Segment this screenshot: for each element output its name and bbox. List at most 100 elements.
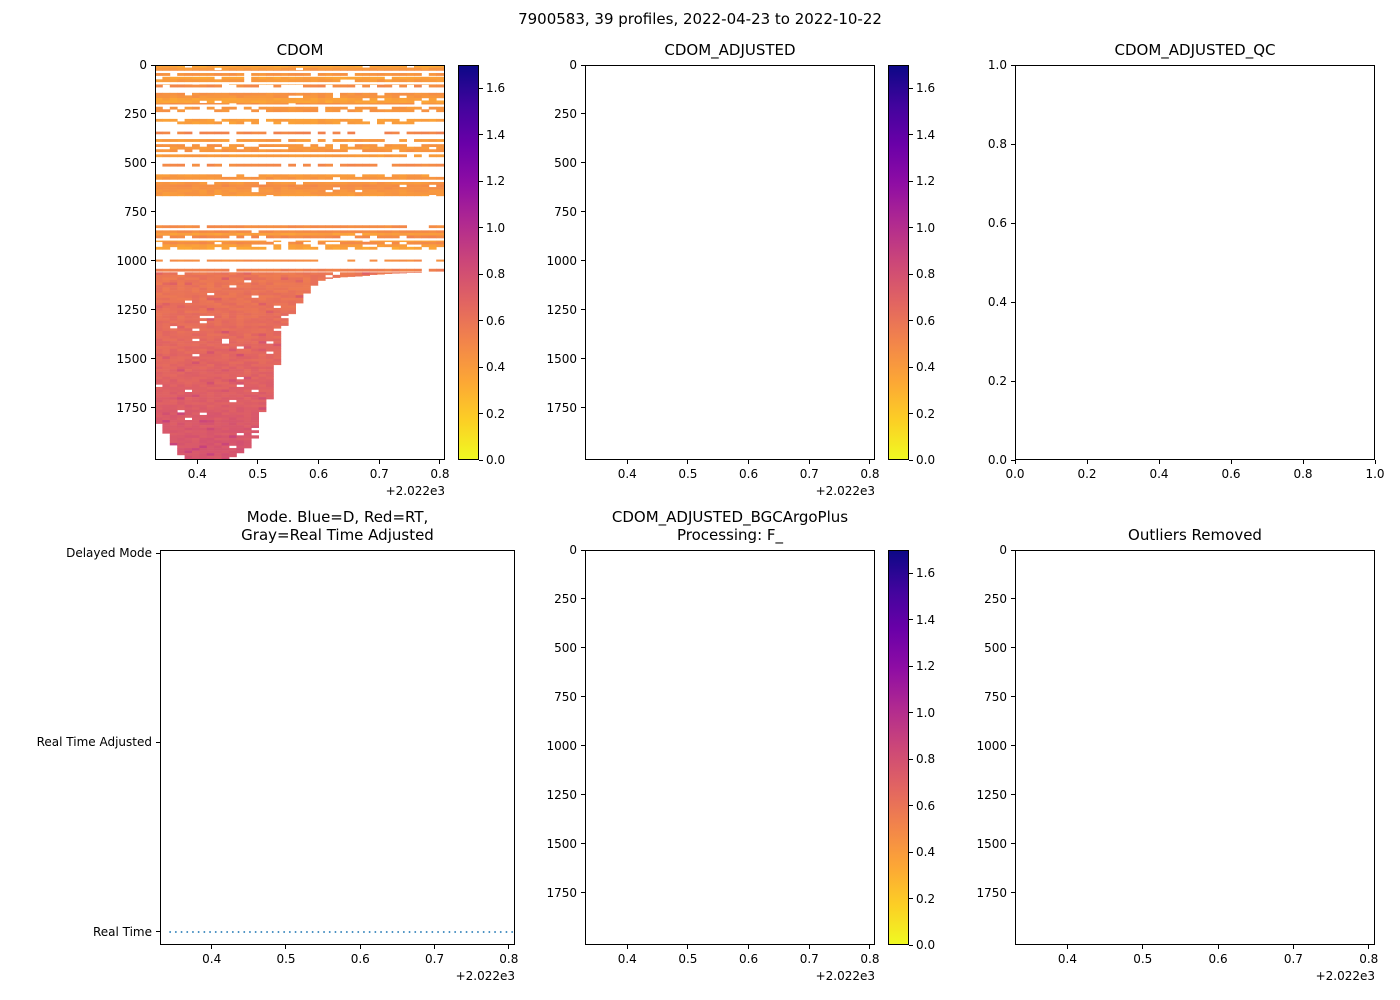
y-tick-label: 0.8: [987, 137, 1007, 151]
colorbar-tick-label: 1.0: [486, 220, 506, 235]
y-tick-mark: [151, 64, 155, 66]
y-tick-label: 1500: [546, 351, 577, 366]
y-tick-label: 0: [999, 543, 1007, 557]
x-tick-label: 0.7: [1283, 952, 1303, 966]
colorbar-tick-mark: [909, 619, 913, 621]
colorbar-tick-mark: [479, 180, 483, 182]
y-tick-mark: [581, 892, 585, 894]
y-tick-mark: [1011, 459, 1015, 461]
y-tick-mark: [151, 260, 155, 262]
y-tick-label: 0: [569, 543, 577, 557]
mode-line-canvas: [160, 550, 515, 945]
colorbar-tick-mark: [909, 273, 913, 275]
colorbar-tick-mark: [479, 320, 483, 322]
y-tick-label: 1500: [116, 351, 147, 366]
y-tick-label: 1000: [116, 253, 147, 268]
colorbar-tick-mark: [479, 134, 483, 136]
axes-frame: [1015, 550, 1375, 945]
x-tick-mark: [1292, 945, 1294, 949]
x-tick-label: 0.6: [739, 952, 759, 966]
x-offset-label: +2.022e3: [455, 969, 515, 983]
y-tick-label: 1750: [546, 400, 577, 415]
y-tick-mark: [581, 647, 585, 649]
x-tick-mark: [748, 460, 750, 464]
y-tick-mark: [1011, 380, 1015, 382]
y-tick-mark: [581, 407, 585, 409]
y-tick-label: 750: [554, 204, 577, 219]
title-line: Gray=Real Time Adjusted: [241, 526, 434, 545]
x-offset-label: +2.022e3: [815, 969, 875, 983]
colorbar-tick-mark: [909, 459, 913, 461]
x-tick-label: 0.7: [799, 467, 819, 481]
y-tick-mark: [1011, 892, 1015, 894]
y-tick-label: 0.0: [987, 453, 1007, 467]
x-tick-label: 0.8: [499, 952, 519, 966]
title-line: Outliers Removed: [1128, 526, 1262, 545]
colorbar-tick-mark: [909, 572, 913, 574]
y-tick-label: 1750: [546, 885, 577, 900]
x-tick-label: 0.6: [309, 467, 329, 481]
colorbar-tick-label: 1.2: [486, 174, 506, 189]
y-tick-mark: [581, 843, 585, 845]
x-tick-mark: [434, 945, 436, 949]
colorbar-tick-mark: [909, 944, 913, 946]
x-tick-label: 0.6: [350, 952, 370, 966]
y-tick-label: 750: [984, 689, 1007, 704]
y-tick-mark: [581, 309, 585, 311]
colorbar-tick-mark: [479, 459, 483, 461]
colorbar-tick-mark: [479, 227, 483, 229]
colorbar-tick-label: 0.2: [486, 406, 506, 421]
y-tick-label: 0: [569, 58, 577, 72]
x-tick-mark: [626, 460, 628, 464]
x-tick-mark: [869, 945, 871, 949]
y-tick-mark: [151, 407, 155, 409]
y-tick-label: 1250: [976, 787, 1007, 802]
colorbar-tick-label: 1.6: [916, 566, 936, 581]
y-tick-mark: [1011, 301, 1015, 303]
colorbar-gradient: [888, 65, 909, 460]
y-tick-mark: [156, 931, 160, 933]
title-line: CDOM_ADJUSTED_QC: [1114, 41, 1276, 60]
x-tick-label: 0.7: [369, 467, 389, 481]
subplot-title: CDOM_ADJUSTED_BGCArgoPlus Processing: F_: [555, 508, 905, 546]
subplot-title: Mode. Blue=D, Red=RT, Gray=Real Time Adj…: [130, 508, 545, 546]
y-tick-mark: [151, 162, 155, 164]
x-tick-label: 0.6: [739, 467, 759, 481]
y-tick-mark: [1011, 647, 1015, 649]
colorbar-tick-label: 1.4: [916, 612, 936, 627]
y-tick-mark: [1011, 143, 1015, 145]
colorbar-tick-label: 0.4: [916, 845, 936, 860]
y-tick-mark: [1011, 598, 1015, 600]
y-tick-label: Real Time: [92, 924, 152, 939]
colorbar-tick-mark: [909, 180, 913, 182]
y-tick-label: 1250: [116, 302, 147, 317]
y-tick-mark: [1011, 843, 1015, 845]
x-tick-mark: [1158, 460, 1160, 464]
cdom-heatmap-canvas: [155, 65, 445, 460]
y-tick-label: 250: [554, 591, 577, 606]
colorbar-tick-mark: [479, 273, 483, 275]
colorbar-tick-label: 0.2: [916, 891, 936, 906]
x-tick-mark: [1368, 945, 1370, 949]
title-line: CDOM: [276, 41, 324, 60]
x-tick-mark: [211, 945, 213, 949]
colorbar-tick-mark: [909, 413, 913, 415]
x-tick-mark: [257, 460, 259, 464]
y-tick-label: 1500: [976, 836, 1007, 851]
x-tick-mark: [1142, 945, 1144, 949]
colorbar-tick-label: 0.8: [916, 752, 936, 767]
axes-frame: [160, 550, 515, 945]
y-tick-label: Real Time Adjusted: [36, 735, 152, 750]
y-tick-label: 1250: [546, 787, 577, 802]
y-tick-mark: [156, 552, 160, 554]
colorbar-tick-mark: [479, 87, 483, 89]
colorbar-tick-mark: [909, 366, 913, 368]
x-tick-label: 0.7: [799, 952, 819, 966]
x-tick-mark: [1302, 460, 1304, 464]
x-tick-mark: [626, 945, 628, 949]
colorbar-tick-label: 1.0: [916, 705, 936, 720]
y-tick-mark: [1011, 222, 1015, 224]
title-line: CDOM_ADJUSTED: [664, 41, 796, 60]
y-tick-label: 1000: [546, 738, 577, 753]
y-tick-mark: [1011, 696, 1015, 698]
